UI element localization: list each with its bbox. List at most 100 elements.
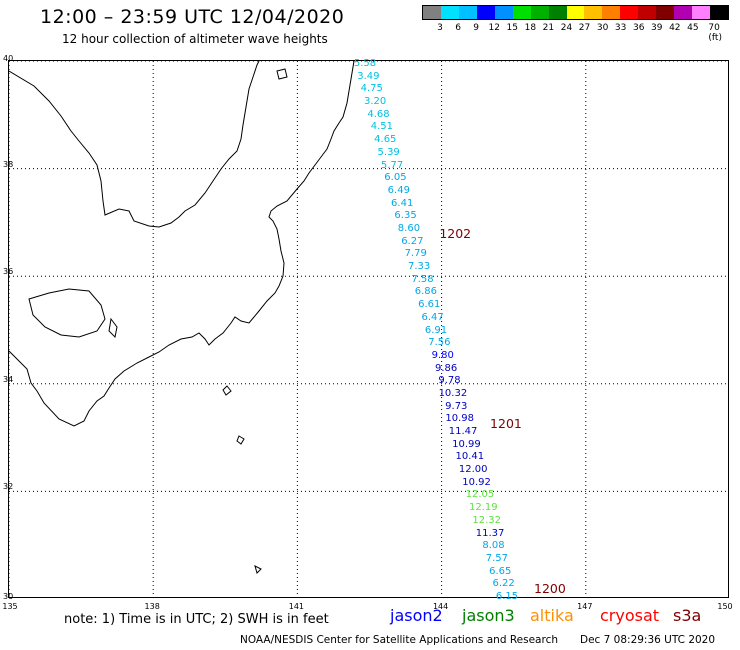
wave-height-value: 10.92	[462, 476, 491, 488]
footer-timestamp: Dec 7 08:29:36 UTC 2020	[580, 634, 716, 646]
wave-height-value: 6.61	[418, 299, 441, 311]
wave-height-value: 7.79	[404, 248, 427, 260]
wave-height-value: 11.37	[475, 527, 505, 539]
color-scale-label: 12	[488, 23, 500, 33]
color-swatch	[530, 6, 549, 19]
wave-height-value: 4.65	[374, 134, 397, 146]
wave-height-value: 4.75	[360, 83, 383, 95]
longitude-label: 147	[577, 602, 593, 611]
color-swatch	[512, 6, 531, 19]
coastline-miyake	[236, 435, 245, 445]
longitude-label: 141	[288, 602, 305, 611]
wave-height-value: 6.91	[424, 324, 448, 336]
wave-height-value: 10.41	[455, 451, 485, 463]
wave-height-value: 6.49	[387, 184, 410, 196]
latitude-label: 38	[3, 159, 14, 169]
wave-height-color-scale	[422, 5, 729, 20]
wave-height-value: 8.60	[397, 222, 421, 234]
color-swatch	[458, 6, 477, 19]
coastline-shikoku	[28, 288, 106, 338]
color-swatch	[602, 6, 621, 19]
lat-lon-grid	[9, 61, 728, 597]
wave-height-value: 12.19	[469, 502, 498, 514]
color-swatch	[476, 6, 495, 19]
wave-height-value: 7.56	[428, 337, 451, 349]
color-scale-label: 33	[614, 23, 627, 33]
coastline-hachijo	[254, 565, 262, 574]
wave-height-value: 6.65	[489, 565, 512, 577]
color-scale-label: 15	[506, 23, 519, 33]
time-marker: 1202	[439, 225, 472, 241]
coastline-awaji-island	[108, 317, 118, 339]
color-scale-label: 18	[524, 23, 537, 33]
color-swatch	[494, 6, 513, 19]
color-swatch	[566, 6, 585, 19]
latitude-label: 32	[3, 482, 14, 492]
color-scale-label: 24	[560, 23, 573, 33]
color-swatch	[638, 6, 657, 19]
time-marker: 1201	[490, 416, 522, 432]
wave-height-value: 12.32	[472, 514, 502, 526]
longitude-label: 135	[2, 602, 18, 611]
wave-height-value: 6.47	[421, 311, 444, 323]
color-swatch	[674, 6, 693, 19]
color-swatch	[692, 6, 710, 19]
map-subtitle: 12 hour collection of altimeter wave hei…	[62, 32, 328, 46]
color-scale-label: 21	[542, 23, 555, 33]
wave-height-value: 9.80	[431, 349, 454, 361]
wave-height-value: 6.86	[414, 286, 437, 298]
color-scale-label: 6	[455, 23, 461, 33]
wave-height-value: 10.99	[452, 438, 481, 450]
wave-height-value: 9.86	[435, 362, 458, 374]
color-swatch	[440, 6, 459, 19]
wave-height-value: 7.58	[411, 273, 434, 285]
map-title: 12:00 – 23:59 UTC 12/04/2020	[40, 6, 345, 28]
wave-height-value: 4.68	[367, 108, 390, 120]
color-scale-label: 9	[473, 23, 480, 33]
wave-height-value: 12.00	[458, 464, 488, 476]
wave-height-value: 9.78	[438, 375, 461, 387]
wave-height-value: 6.41	[391, 197, 414, 209]
color-swatch	[710, 6, 728, 19]
wave-height-value: 10.98	[445, 413, 474, 425]
color-scale-label: 27	[578, 23, 591, 33]
coastline	[9, 61, 355, 574]
latitude-label: 36	[3, 267, 14, 277]
wave-height-value: 6.35	[394, 210, 417, 222]
coastline-japan-sea	[9, 61, 260, 228]
latitude-label: 30	[3, 592, 14, 601]
map-area	[8, 60, 729, 598]
longitude-label: 150	[717, 602, 733, 611]
units-note: note: 1) Time is in UTC; 2) SWH is in fe…	[64, 612, 329, 627]
wave-height-value: 6.05	[384, 172, 407, 184]
color-scale-label: 42	[669, 23, 681, 33]
color-scale-label: 70 (ft)	[708, 23, 722, 43]
latitude-label: 34	[3, 374, 14, 384]
color-swatch	[656, 6, 675, 19]
wave-height-value: 7.33	[407, 261, 431, 273]
color-scale-label: 3	[437, 23, 443, 33]
footer-credit: NOAA/NESDIS Center for Satellite Applica…	[240, 634, 558, 646]
wave-height-value: 12.05	[465, 489, 495, 501]
color-scale-label: 36	[632, 23, 645, 33]
wave-height-value: 10.32	[438, 387, 468, 399]
satellite-legend-item: jason2	[390, 606, 443, 625]
color-swatch	[620, 6, 639, 19]
wave-height-value: 3.49	[357, 70, 380, 82]
wave-height-value: 5.77	[380, 159, 404, 171]
wave-height-value: 6.22	[492, 578, 515, 590]
wave-height-value: 8.08	[482, 540, 505, 552]
wave-height-value: 3.20	[364, 96, 387, 108]
satellite-legend-item: s3a	[673, 606, 702, 625]
wave-height-value: 6.15	[495, 591, 519, 602]
map-canvas	[9, 61, 728, 597]
coastline-izu-oshima	[222, 385, 232, 396]
longitude-label: 138	[144, 602, 160, 611]
wave-height-value: 9.73	[445, 400, 468, 412]
wave-height-value: 6.27	[401, 235, 424, 247]
satellite-legend-item: cryosat	[600, 606, 660, 625]
wave-height-value: 11.47	[448, 426, 478, 438]
longitude-label: 144	[432, 602, 449, 611]
color-swatch	[584, 6, 603, 19]
wave-height-value: 7.57	[485, 552, 508, 564]
